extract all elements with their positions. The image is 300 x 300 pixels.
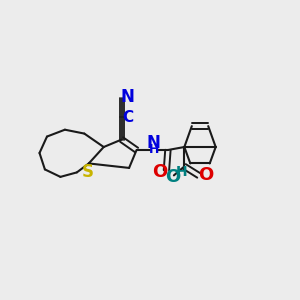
- Text: O: O: [199, 167, 214, 184]
- Text: O: O: [165, 168, 180, 186]
- Text: C: C: [122, 110, 133, 125]
- Text: H: H: [148, 143, 159, 156]
- Text: S: S: [82, 163, 94, 181]
- Text: N: N: [120, 88, 134, 106]
- Text: O: O: [152, 163, 167, 181]
- Text: N: N: [147, 134, 160, 152]
- Text: H: H: [176, 165, 187, 179]
